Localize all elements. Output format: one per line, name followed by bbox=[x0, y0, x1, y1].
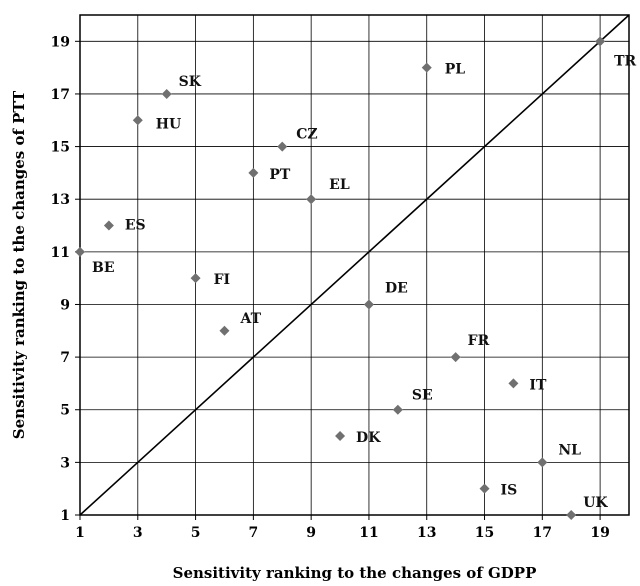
point-label-it: IT bbox=[529, 377, 547, 393]
x-tick-label: 13 bbox=[417, 525, 436, 541]
point-label-hu: HU bbox=[156, 116, 181, 132]
data-point-cz bbox=[277, 141, 288, 152]
data-point-pl bbox=[421, 62, 432, 73]
y-tick-label: 5 bbox=[60, 403, 70, 419]
point-label-nl: NL bbox=[558, 442, 581, 458]
x-tick-label: 9 bbox=[306, 525, 316, 541]
x-axis-title: Sensitivity ranking to the changes of GD… bbox=[173, 564, 537, 582]
point-label-is: IS bbox=[501, 483, 518, 499]
x-tick-label: 1 bbox=[75, 525, 85, 541]
data-point-fr bbox=[450, 352, 461, 363]
x-tick-label: 19 bbox=[590, 525, 609, 541]
point-label-pt: PT bbox=[269, 167, 291, 183]
point-label-de: DE bbox=[385, 280, 408, 296]
plot-frame bbox=[79, 14, 630, 516]
point-label-fr: FR bbox=[468, 333, 490, 349]
y-tick-label: 19 bbox=[51, 34, 70, 50]
y-tick-label: 3 bbox=[60, 455, 70, 471]
point-label-fi: FI bbox=[214, 272, 231, 288]
x-tick-label: 11 bbox=[359, 525, 378, 541]
y-tick-label: 13 bbox=[51, 192, 70, 208]
y-tick-label: 1 bbox=[60, 508, 70, 524]
data-point-se bbox=[392, 404, 403, 415]
data-point-it bbox=[508, 378, 519, 389]
y-tick-label: 17 bbox=[51, 87, 70, 103]
y-tick-label: 9 bbox=[60, 297, 70, 313]
y-tick-label: 11 bbox=[51, 245, 70, 261]
y-axis-title: Sensitivity ranking to the changes of PT… bbox=[10, 90, 28, 439]
point-label-uk: UK bbox=[583, 495, 608, 511]
point-label-sk: SK bbox=[179, 74, 202, 90]
x-tick-label: 5 bbox=[191, 525, 201, 541]
point-label-cz: CZ bbox=[296, 127, 317, 143]
data-point-nl bbox=[537, 457, 548, 468]
point-label-be: BE bbox=[92, 260, 115, 276]
data-point-be bbox=[75, 246, 85, 257]
data-points bbox=[75, 36, 606, 520]
point-label-pl: PL bbox=[445, 62, 466, 78]
x-tick-label: 17 bbox=[533, 525, 552, 541]
reference-line-y-equals-x bbox=[79, 14, 630, 516]
point-label-dk: DK bbox=[356, 430, 381, 446]
point-label-es: ES bbox=[125, 218, 146, 234]
data-point-sk bbox=[161, 88, 172, 99]
data-point-es bbox=[103, 220, 114, 231]
x-tick-label: 7 bbox=[248, 525, 258, 541]
data-point-de bbox=[363, 299, 374, 310]
point-label-tr: TR bbox=[614, 53, 636, 69]
data-point-el bbox=[306, 194, 317, 205]
data-point-dk bbox=[335, 431, 346, 442]
data-point-hu bbox=[132, 115, 143, 126]
point-label-at: AT bbox=[239, 311, 261, 327]
y-tick-label: 15 bbox=[51, 140, 70, 156]
data-point-fi bbox=[190, 273, 201, 284]
data-point-at bbox=[219, 325, 230, 336]
point-label-el: EL bbox=[329, 177, 350, 193]
point-label-se: SE bbox=[412, 388, 433, 404]
data-point-is bbox=[479, 483, 490, 494]
data-point-uk bbox=[566, 510, 577, 520]
data-point-tr bbox=[595, 36, 606, 47]
x-tick-label: 15 bbox=[475, 525, 494, 541]
x-tick-label: 3 bbox=[133, 525, 143, 541]
y-tick-label: 7 bbox=[60, 350, 70, 366]
data-point-pt bbox=[248, 167, 259, 178]
point-labels: BE ES HU SK FI AT PT CZ EL DK DE SE PL FR IS IT NL UK TR bbox=[92, 53, 637, 511]
